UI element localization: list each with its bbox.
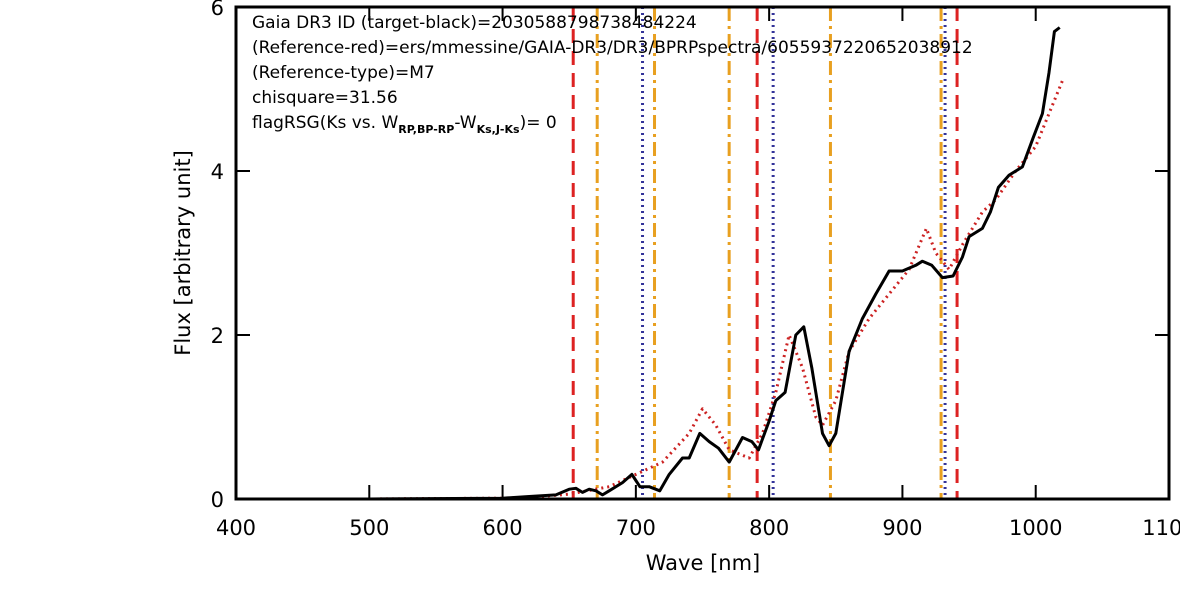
x-tick-label: 700 xyxy=(616,516,656,540)
x-tick-label: 400 xyxy=(216,516,256,540)
annotation: Gaia DR3 ID (target-black)=2030588798738… xyxy=(252,13,697,33)
plot-frame xyxy=(234,5,1171,501)
annotation-part: RP,BP-RP xyxy=(398,123,454,136)
annotation-part: )= 0 xyxy=(520,113,557,133)
annotation: flagRSG(Ks vs. WRP,BP-RP-WKs,J-Ks)= 0 xyxy=(252,113,557,136)
spectrum-line xyxy=(236,80,1064,501)
y-axis-label: Flux [arbitrary unit] xyxy=(171,150,195,356)
x-tick-label: 500 xyxy=(349,516,389,540)
x-tick-label: 900 xyxy=(882,516,922,540)
spectrum-line xyxy=(236,26,1061,501)
x-axis-label: Wave [nm] xyxy=(646,551,760,575)
annotation: (Reference-type)=M7 xyxy=(252,63,435,83)
annotation: chisquare=31.56 xyxy=(252,88,398,108)
annotation: (Reference-red)=ers/mmessine/GAIA-DR3/DR… xyxy=(252,38,973,58)
x-tick-label: 800 xyxy=(749,516,789,540)
y-tick-label: 6 xyxy=(211,0,224,20)
annotation-part: -W xyxy=(454,113,476,133)
y-tick-label: 2 xyxy=(211,324,224,348)
y-tick-label: 0 xyxy=(211,488,224,512)
annotation-part: Ks,J-Ks xyxy=(477,123,520,136)
x-tick-label: 600 xyxy=(483,516,523,540)
x-tick-label: 1000 xyxy=(1009,516,1062,540)
annotation-part: flagRSG(Ks vs. W xyxy=(252,113,398,133)
y-tick-label: 4 xyxy=(211,160,224,184)
